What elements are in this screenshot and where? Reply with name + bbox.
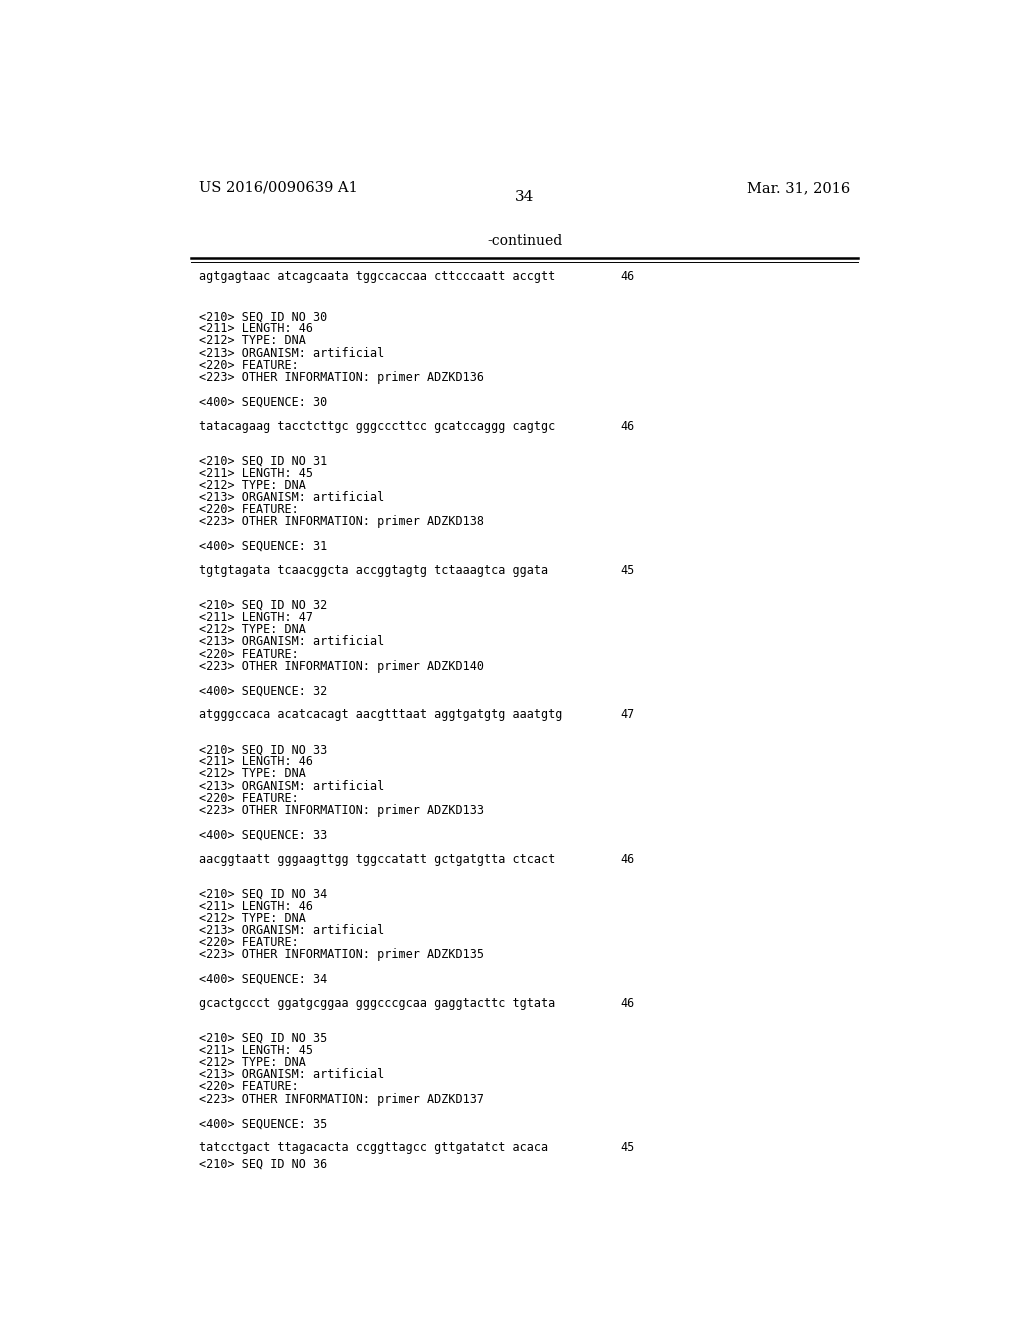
Text: <210> SEQ ID NO 32: <210> SEQ ID NO 32 (200, 599, 328, 611)
Text: <212> TYPE: DNA: <212> TYPE: DNA (200, 479, 306, 492)
Text: <212> TYPE: DNA: <212> TYPE: DNA (200, 334, 306, 347)
Text: <213> ORGANISM: artificial: <213> ORGANISM: artificial (200, 1068, 385, 1081)
Text: <223> OTHER INFORMATION: primer ADZKD135: <223> OTHER INFORMATION: primer ADZKD135 (200, 948, 484, 961)
Text: tatcctgact ttagacacta ccggttagcc gttgatatct acaca: tatcctgact ttagacacta ccggttagcc gttgata… (200, 1142, 549, 1155)
Text: <211> LENGTH: 46: <211> LENGTH: 46 (200, 899, 313, 912)
Text: <210> SEQ ID NO 31: <210> SEQ ID NO 31 (200, 454, 328, 467)
Text: -continued: -continued (487, 234, 562, 248)
Text: <400> SEQUENCE: 32: <400> SEQUENCE: 32 (200, 684, 328, 697)
Text: <220> FEATURE:: <220> FEATURE: (200, 1081, 299, 1093)
Text: <213> ORGANISM: artificial: <213> ORGANISM: artificial (200, 347, 385, 359)
Text: <220> FEATURE:: <220> FEATURE: (200, 359, 299, 372)
Text: <220> FEATURE:: <220> FEATURE: (200, 503, 299, 516)
Text: <400> SEQUENCE: 33: <400> SEQUENCE: 33 (200, 829, 328, 841)
Text: agtgagtaac atcagcaata tggccaccaa cttcccaatt accgtt: agtgagtaac atcagcaata tggccaccaa cttccca… (200, 271, 556, 284)
Text: <213> ORGANISM: artificial: <213> ORGANISM: artificial (200, 635, 385, 648)
Text: <400> SEQUENCE: 30: <400> SEQUENCE: 30 (200, 396, 328, 408)
Text: Mar. 31, 2016: Mar. 31, 2016 (746, 181, 850, 195)
Text: tatacagaag tacctcttgc gggcccttcc gcatccaggg cagtgc: tatacagaag tacctcttgc gggcccttcc gcatcca… (200, 420, 556, 433)
Text: <223> OTHER INFORMATION: primer ADZKD133: <223> OTHER INFORMATION: primer ADZKD133 (200, 804, 484, 817)
Text: <213> ORGANISM: artificial: <213> ORGANISM: artificial (200, 780, 385, 792)
Text: 46: 46 (620, 420, 634, 433)
Text: <223> OTHER INFORMATION: primer ADZKD140: <223> OTHER INFORMATION: primer ADZKD140 (200, 660, 484, 673)
Text: <211> LENGTH: 47: <211> LENGTH: 47 (200, 611, 313, 624)
Text: tgtgtagata tcaacggcta accggtagtg tctaaagtca ggata: tgtgtagata tcaacggcta accggtagtg tctaaag… (200, 564, 549, 577)
Text: <210> SEQ ID NO 30: <210> SEQ ID NO 30 (200, 310, 328, 323)
Text: <213> ORGANISM: artificial: <213> ORGANISM: artificial (200, 491, 385, 504)
Text: <220> FEATURE:: <220> FEATURE: (200, 792, 299, 805)
Text: <223> OTHER INFORMATION: primer ADZKD136: <223> OTHER INFORMATION: primer ADZKD136 (200, 371, 484, 384)
Text: aacggtaatt gggaagttgg tggccatatt gctgatgtta ctcact: aacggtaatt gggaagttgg tggccatatt gctgatg… (200, 853, 556, 866)
Text: 46: 46 (620, 997, 634, 1010)
Text: <223> OTHER INFORMATION: primer ADZKD137: <223> OTHER INFORMATION: primer ADZKD137 (200, 1093, 484, 1106)
Text: <211> LENGTH: 46: <211> LENGTH: 46 (200, 322, 313, 335)
Text: 34: 34 (515, 190, 535, 205)
Text: 46: 46 (620, 853, 634, 866)
Text: <212> TYPE: DNA: <212> TYPE: DNA (200, 912, 306, 925)
Text: <211> LENGTH: 45: <211> LENGTH: 45 (200, 466, 313, 479)
Text: <210> SEQ ID NO 33: <210> SEQ ID NO 33 (200, 743, 328, 756)
Text: <212> TYPE: DNA: <212> TYPE: DNA (200, 1056, 306, 1069)
Text: <223> OTHER INFORMATION: primer ADZKD138: <223> OTHER INFORMATION: primer ADZKD138 (200, 515, 484, 528)
Text: 47: 47 (620, 709, 634, 722)
Text: US 2016/0090639 A1: US 2016/0090639 A1 (200, 181, 358, 195)
Text: <400> SEQUENCE: 35: <400> SEQUENCE: 35 (200, 1117, 328, 1130)
Text: <212> TYPE: DNA: <212> TYPE: DNA (200, 623, 306, 636)
Text: <400> SEQUENCE: 31: <400> SEQUENCE: 31 (200, 540, 328, 553)
Text: 46: 46 (620, 271, 634, 284)
Text: atgggccaca acatcacagt aacgtttaat aggtgatgtg aaatgtg: atgggccaca acatcacagt aacgtttaat aggtgat… (200, 709, 563, 722)
Text: <210> SEQ ID NO 36: <210> SEQ ID NO 36 (200, 1158, 328, 1171)
Text: <213> ORGANISM: artificial: <213> ORGANISM: artificial (200, 924, 385, 937)
Text: <400> SEQUENCE: 34: <400> SEQUENCE: 34 (200, 973, 328, 986)
Text: <210> SEQ ID NO 34: <210> SEQ ID NO 34 (200, 887, 328, 900)
Text: 45: 45 (620, 1142, 634, 1155)
Text: <211> LENGTH: 45: <211> LENGTH: 45 (200, 1044, 313, 1057)
Text: <210> SEQ ID NO 35: <210> SEQ ID NO 35 (200, 1032, 328, 1044)
Text: <220> FEATURE:: <220> FEATURE: (200, 648, 299, 660)
Text: <211> LENGTH: 46: <211> LENGTH: 46 (200, 755, 313, 768)
Text: <212> TYPE: DNA: <212> TYPE: DNA (200, 767, 306, 780)
Text: gcactgccct ggatgcggaa gggcccgcaa gaggtacttc tgtata: gcactgccct ggatgcggaa gggcccgcaa gaggtac… (200, 997, 556, 1010)
Text: 45: 45 (620, 564, 634, 577)
Text: <220> FEATURE:: <220> FEATURE: (200, 936, 299, 949)
